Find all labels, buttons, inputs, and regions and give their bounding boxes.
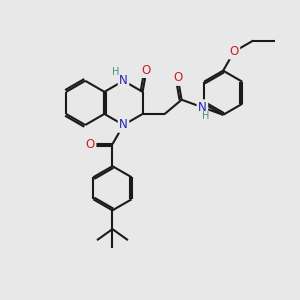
Text: O: O [86,138,95,151]
Text: H: H [202,111,210,121]
Text: N: N [198,101,207,114]
Text: O: O [173,71,182,85]
Text: O: O [230,45,239,58]
Text: N: N [119,118,128,131]
Text: H: H [112,67,120,77]
Text: O: O [142,64,151,76]
Text: N: N [119,74,128,87]
